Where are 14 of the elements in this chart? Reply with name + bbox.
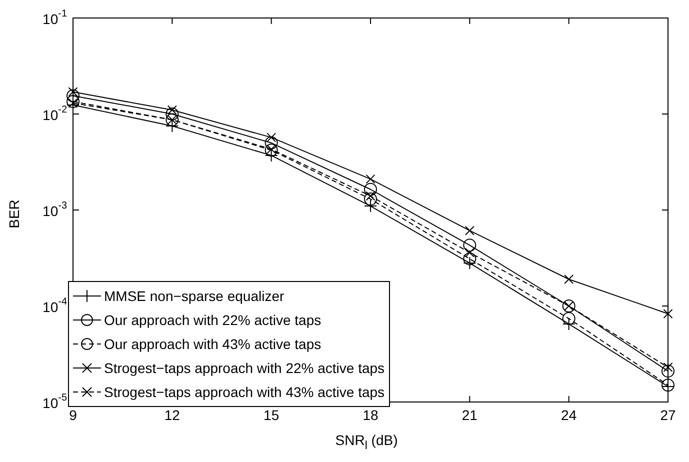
legend-label: MMSE non−sparse equalizer — [104, 288, 284, 304]
x-axis-title: SNR$_{l}$ (dB) — [334, 432, 399, 452]
x-tick-label: 18 — [362, 406, 378, 423]
legend-label: Our approach with 43% active taps — [104, 336, 322, 352]
x-tick-label: 24 — [561, 406, 577, 423]
x-tick-label: 15 — [264, 406, 280, 423]
legend-label: Our approach with 22% active taps — [104, 312, 322, 328]
legend-label: Strogest−taps approach with 22% active taps — [104, 360, 385, 376]
x-tick-label: 9 — [69, 406, 78, 423]
y-axis-title: BER — [6, 200, 22, 228]
x-tick-label: 12 — [164, 406, 180, 423]
x-tick-label: 27 — [660, 406, 676, 423]
legend-label: Strogest−taps approach with 43% active taps — [104, 384, 385, 400]
x-tick-label: 21 — [462, 406, 478, 423]
